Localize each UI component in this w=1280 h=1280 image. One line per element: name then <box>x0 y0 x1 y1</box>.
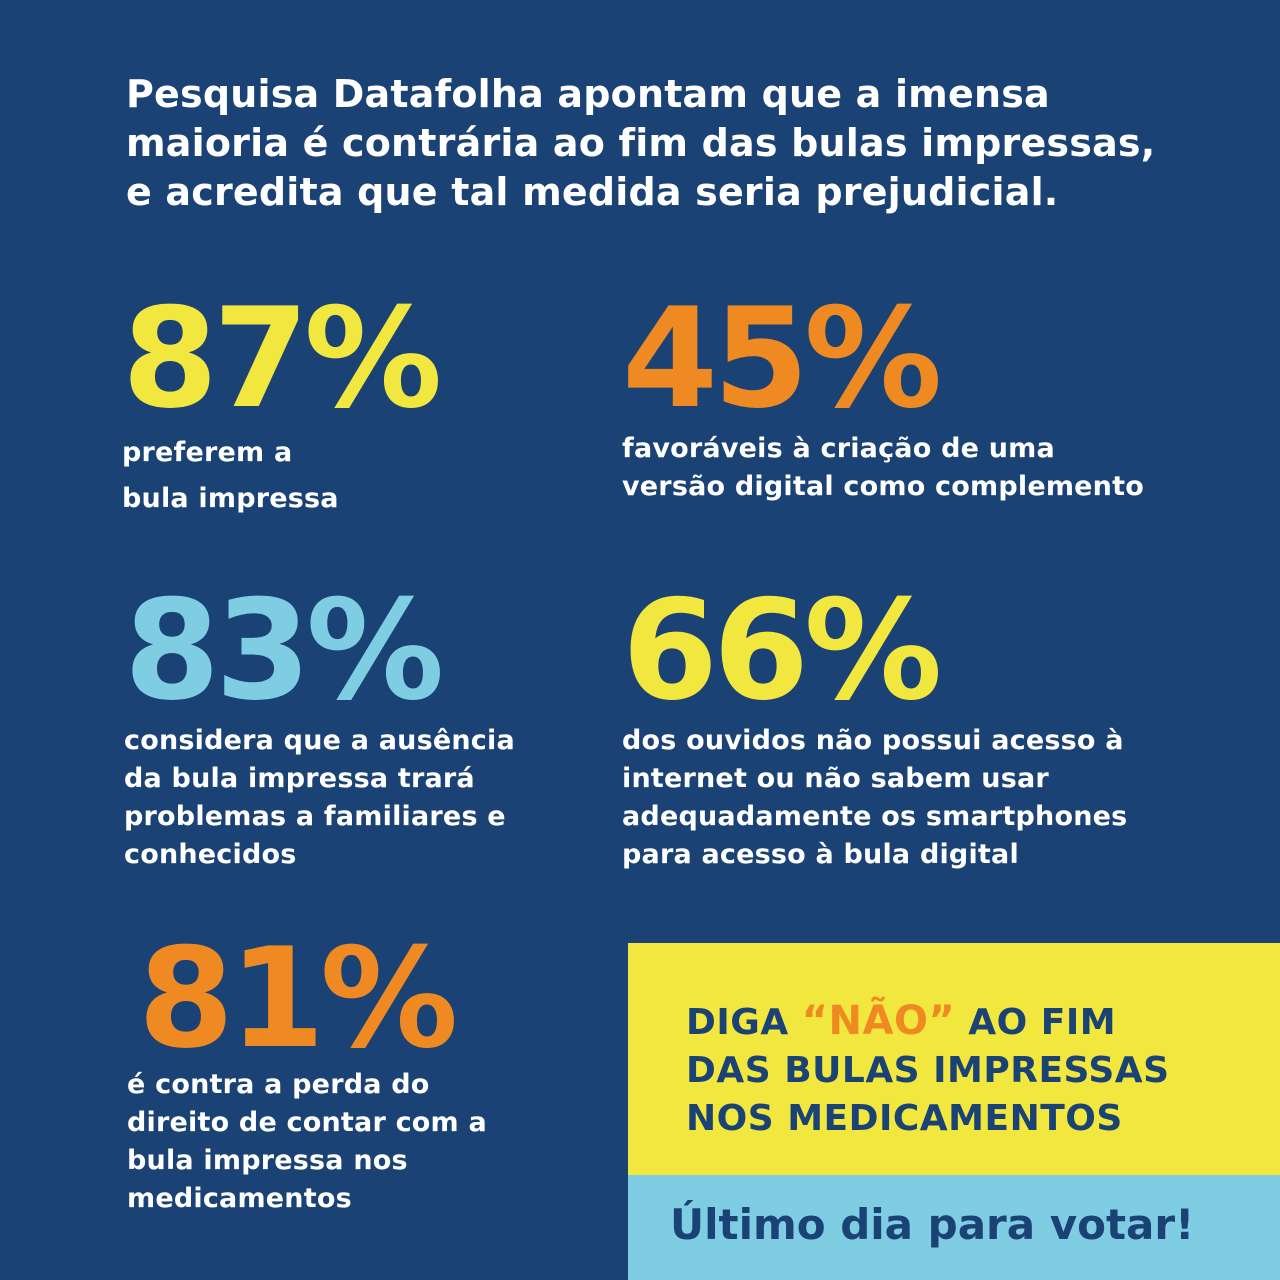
stat-description-line: preferem a <box>122 437 293 468</box>
stat-percentage: 83% <box>124 570 444 731</box>
cta-line-1-before: DIGA <box>686 1002 802 1043</box>
stat-percentage: 66% <box>622 570 942 731</box>
cta-line-1-after: AO FIM <box>955 1002 1117 1043</box>
stat-description-line: versão digital como complemento <box>622 471 1144 502</box>
stat-percentage: 81% <box>138 918 458 1079</box>
stat-description: considera que a ausência da bula impress… <box>124 722 624 874</box>
stat-percentage: 87% <box>122 278 442 439</box>
stat-description: é contra a perda do direito de contar co… <box>127 1066 638 1218</box>
stat-description-line: medicamentos <box>127 1183 352 1214</box>
vote-banner: Último dia para votar! <box>628 1175 1280 1280</box>
stat-description: favoráveis à criação de uma versão digit… <box>622 430 1242 506</box>
stat-description-line: é contra a perda do <box>127 1069 430 1100</box>
stat-block-83: 83% considera que a ausência da bula imp… <box>124 576 624 874</box>
stat-block-45: 45% favoráveis à criação de uma versão d… <box>622 284 1242 506</box>
vote-text: Último dia para votar! <box>670 1200 1195 1249</box>
cta-highlight-nao: “NÃO” <box>801 998 956 1044</box>
stat-block-87: 87% preferem a bula impressa <box>122 284 622 522</box>
cta-message: DIGA “NÃO” AO FIM DAS BULAS IMPRESSAS NO… <box>686 997 1170 1143</box>
cta-line-2: DAS BULAS IMPRESSAS <box>686 1050 1170 1091</box>
stat-description-line: conhecidos <box>124 839 297 870</box>
headline-line-2: maioria é contrária ao fim das bulas imp… <box>126 121 1156 165</box>
stat-description-line: da bula impressa trará <box>124 763 475 794</box>
stat-description-line: problemas a familiares e <box>124 801 506 832</box>
stat-description-line: favoráveis à criação de uma <box>622 433 1055 464</box>
cta-line-3: NOS MEDICAMENTOS <box>686 1098 1123 1139</box>
cta-banner: DIGA “NÃO” AO FIM DAS BULAS IMPRESSAS NO… <box>628 943 1280 1175</box>
stat-block-66: 66% dos ouvidos não possui acesso à inte… <box>622 576 1242 874</box>
stat-description: dos ouvidos não possui acesso à internet… <box>622 722 1242 874</box>
cta-line-1: DIGA “NÃO” AO FIM <box>686 997 1170 1047</box>
stat-description-line: bula impressa <box>122 483 339 514</box>
stat-block-81: 81% é contra a perda do direito de conta… <box>127 918 638 1218</box>
stat-description-line: para acesso à bula digital <box>622 839 1019 870</box>
stat-description: preferem a bula impressa <box>122 430 622 522</box>
headline-line-3: e acredita que tal medida seria prejudic… <box>126 170 1059 214</box>
stat-description-line: internet ou não sabem usar <box>622 763 1049 794</box>
stat-percentage: 45% <box>622 278 942 439</box>
stat-description-line: dos ouvidos não possui acesso à <box>622 725 1124 756</box>
headline-line-1: Pesquisa Datafolha apontam que a imensa <box>126 72 1050 116</box>
stat-description-line: bula impressa nos <box>127 1145 408 1176</box>
stat-description-line: considera que a ausência <box>124 725 515 756</box>
headline: Pesquisa Datafolha apontam que a imensa … <box>126 70 1226 217</box>
stat-description-line: adequadamente os smartphones <box>622 801 1128 832</box>
stat-description-line: direito de contar com a <box>127 1107 487 1138</box>
